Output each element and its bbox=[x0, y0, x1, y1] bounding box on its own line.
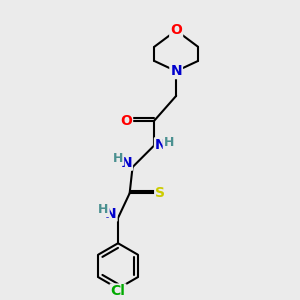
Text: N: N bbox=[155, 138, 167, 152]
Text: H: H bbox=[98, 203, 109, 216]
Text: S: S bbox=[155, 186, 165, 200]
Text: O: O bbox=[120, 114, 132, 128]
Text: N: N bbox=[105, 207, 117, 220]
Text: H: H bbox=[113, 152, 123, 165]
Text: Cl: Cl bbox=[111, 284, 125, 298]
Text: H: H bbox=[164, 136, 174, 149]
Text: O: O bbox=[170, 23, 182, 38]
Text: N: N bbox=[170, 64, 182, 78]
Text: N: N bbox=[120, 156, 132, 170]
